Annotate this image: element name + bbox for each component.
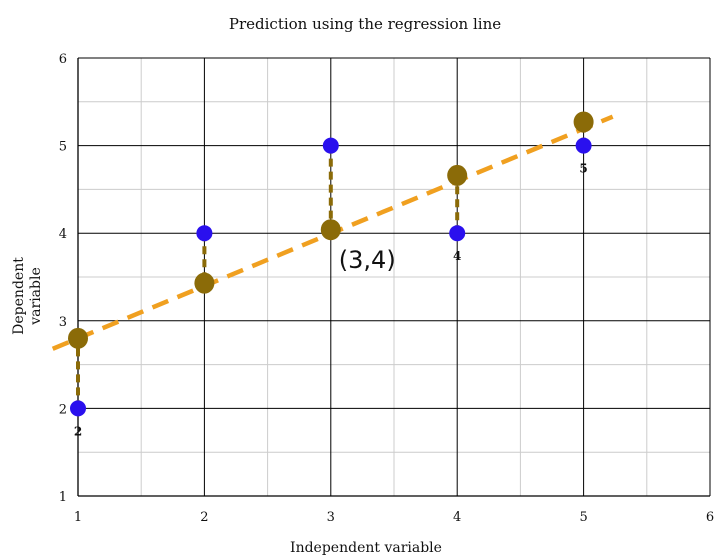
tick-layer: 1 2 3 4 5 6 1 2 3 4 5 6 2 4 5 (59, 52, 714, 525)
observed-point (449, 225, 466, 242)
observed-point (196, 225, 213, 242)
observed-point (575, 137, 592, 154)
y-axis-label-line-2: variable (28, 267, 44, 326)
y-axis-label-line-1: Dependent (11, 257, 27, 335)
y-tick-label: 6 (59, 52, 67, 67)
point-layer (68, 111, 594, 417)
x-tick-label: 3 (327, 510, 335, 525)
point-value-label: 2 (74, 424, 82, 438)
x-axis-label: Independent variable (290, 540, 442, 556)
y-tick-label: 5 (59, 140, 67, 155)
point-value-label: 4 (453, 249, 461, 263)
y-tick-label: 4 (59, 227, 67, 242)
x-tick-label: 2 (200, 510, 208, 525)
point-value-label: 5 (579, 162, 587, 176)
predicted-point (447, 164, 468, 186)
y-tick-label: 2 (59, 402, 67, 417)
observed-point (322, 137, 339, 154)
predicted-point (68, 327, 88, 349)
x-tick-label: 5 (579, 510, 587, 525)
observed-point (70, 400, 86, 417)
y-tick-label: 3 (59, 315, 67, 330)
x-tick-label: 4 (453, 510, 461, 525)
predicted-point (573, 111, 594, 133)
predicted-point (194, 272, 215, 294)
point-annotation: (3,4) (339, 246, 396, 274)
y-axis-label-group: Dependent variable (11, 257, 44, 335)
x-tick-label: 1 (74, 510, 82, 525)
grid-layer (77, 57, 711, 497)
x-tick-label: 6 (706, 510, 714, 525)
chart-title: Prediction using the regression line (229, 15, 501, 33)
y-tick-label: 1 (59, 490, 67, 505)
predicted-point (320, 219, 341, 241)
